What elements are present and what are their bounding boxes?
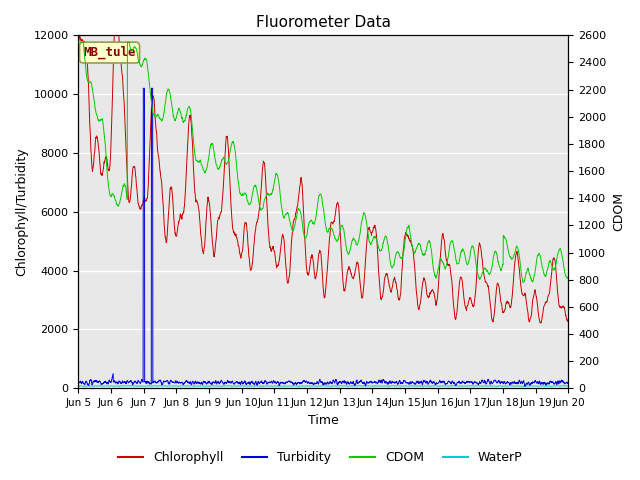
Text: MB_tule: MB_tule (83, 46, 136, 59)
Y-axis label: CDOM: CDOM (612, 192, 625, 231)
Legend: Chlorophyll, Turbidity, CDOM, WaterP: Chlorophyll, Turbidity, CDOM, WaterP (113, 446, 527, 469)
Y-axis label: Chlorophyll/Turbidity: Chlorophyll/Turbidity (15, 147, 28, 276)
Title: Fluorometer Data: Fluorometer Data (256, 15, 391, 30)
X-axis label: Time: Time (308, 414, 339, 427)
